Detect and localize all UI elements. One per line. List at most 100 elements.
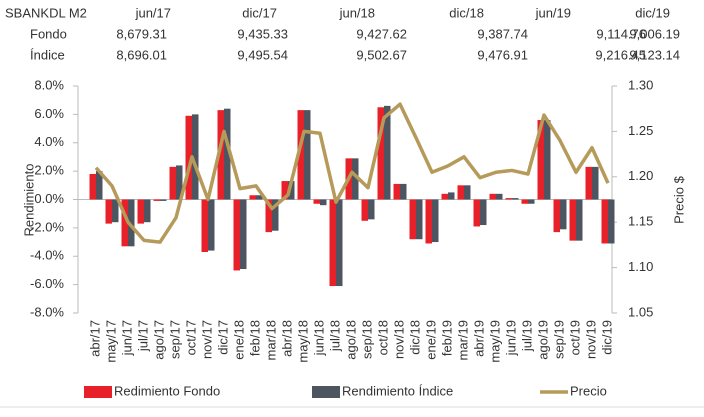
table-cell: 9,495.54: [237, 47, 288, 62]
row-label: Fondo: [30, 26, 67, 41]
table-header: SBANKDL M2: [5, 5, 87, 20]
bar: [89, 173, 96, 200]
table-cell: 8,679.31: [116, 26, 167, 41]
y2-tick-label: 1.30: [628, 77, 653, 92]
table-cell: 9,387.74: [477, 26, 528, 41]
bar: [121, 199, 128, 247]
x-tick-label: jul/19: [519, 320, 534, 352]
bar: [329, 199, 336, 287]
x-tick-label: mar/18: [263, 320, 278, 360]
x-tick-label: jun/17: [119, 320, 134, 356]
bar: [281, 181, 288, 200]
row-label: Índice: [30, 47, 65, 62]
bar: [297, 110, 304, 200]
bar: [288, 181, 295, 200]
bar: [560, 199, 567, 230]
y2-tick-label: 1.20: [628, 168, 653, 183]
bar: [585, 166, 592, 200]
x-tick-label: nov/18: [391, 320, 406, 359]
bar: [313, 199, 320, 204]
x-tick-label: may/19: [487, 320, 502, 363]
bar: [601, 199, 608, 244]
bar: [425, 199, 432, 244]
x-tick-label: may/18: [295, 320, 310, 363]
table-header: jun/17: [135, 5, 171, 20]
x-tick-label: ago/18: [343, 320, 358, 360]
bar: [416, 199, 423, 240]
x-tick-label: abr/18: [279, 320, 294, 357]
bar: [448, 192, 455, 200]
bar: [400, 183, 407, 200]
legend-label: Precio: [570, 383, 607, 398]
bar: [137, 199, 144, 224]
y-axis-title: Rendimiento: [21, 164, 36, 237]
bar: [377, 107, 384, 200]
bar: [528, 199, 535, 204]
x-tick-label: jul/17: [135, 320, 150, 352]
bar: [569, 199, 576, 241]
y-tick-label: -6.0%: [30, 276, 64, 291]
y2-tick-label: 1.25: [628, 123, 653, 138]
legend-swatch: [312, 386, 340, 398]
bar: [224, 108, 231, 200]
x-tick-label: abr/17: [87, 320, 102, 357]
bar: [489, 193, 496, 200]
bar: [473, 199, 480, 227]
y-tick-label: 0.0%: [34, 191, 64, 206]
bar: [576, 199, 583, 241]
bar: [208, 199, 215, 251]
table-header: jun/18: [339, 5, 375, 20]
x-tick-label: sep/19: [551, 320, 566, 359]
x-tick-label: ago/19: [535, 320, 550, 360]
x-tick-label: sep/17: [167, 320, 182, 359]
bar: [192, 114, 199, 200]
bar: [304, 110, 311, 200]
x-tick-label: oct/17: [183, 320, 198, 355]
table-header: dic/18: [449, 5, 484, 20]
bar: [265, 199, 272, 233]
bar: [176, 165, 183, 200]
bar: [457, 185, 464, 200]
bar: [361, 199, 368, 221]
bar: [336, 199, 343, 287]
table-cell: 9,006.19: [629, 26, 680, 41]
bar: [96, 171, 103, 200]
x-tick-label: oct/19: [567, 320, 582, 355]
bar: [480, 199, 487, 226]
x-tick-label: sep/18: [359, 320, 374, 359]
x-tick-label: ago/17: [151, 320, 166, 360]
bar: [256, 195, 263, 200]
bar: [217, 110, 224, 200]
bar: [544, 120, 551, 200]
bar: [201, 199, 208, 252]
table-cell: 9,123.14: [629, 47, 680, 62]
bar: [272, 199, 279, 231]
bar: [592, 166, 599, 200]
x-tick-label: ene/19: [423, 320, 438, 360]
bar: [393, 183, 400, 200]
x-tick-label: mar/19: [455, 320, 470, 360]
y-tick-label: 8.0%: [34, 77, 64, 92]
price-line: [94, 102, 610, 244]
table-cell: 9,435.33: [237, 26, 288, 41]
bar: [128, 199, 135, 247]
y-tick-label: 4.0%: [34, 134, 64, 149]
y-tick-label: 6.0%: [34, 106, 64, 121]
table-cell: 9,114.76: [596, 26, 646, 41]
bar: [240, 199, 247, 270]
legend-swatch: [84, 386, 112, 398]
y-tick-label: -8.0%: [30, 304, 64, 319]
bar: [441, 193, 448, 200]
y-tick-label: 2.0%: [34, 163, 64, 178]
bar: [144, 199, 151, 223]
bar: [249, 195, 256, 200]
x-tick-label: feb/18: [247, 320, 262, 356]
bar: [233, 199, 240, 271]
bar: [368, 199, 375, 220]
bar: [352, 158, 359, 200]
table-cell: 8,696.01: [116, 47, 167, 62]
x-tick-label: jun/19: [503, 320, 518, 356]
bar: [553, 199, 560, 233]
bar: [608, 199, 615, 244]
